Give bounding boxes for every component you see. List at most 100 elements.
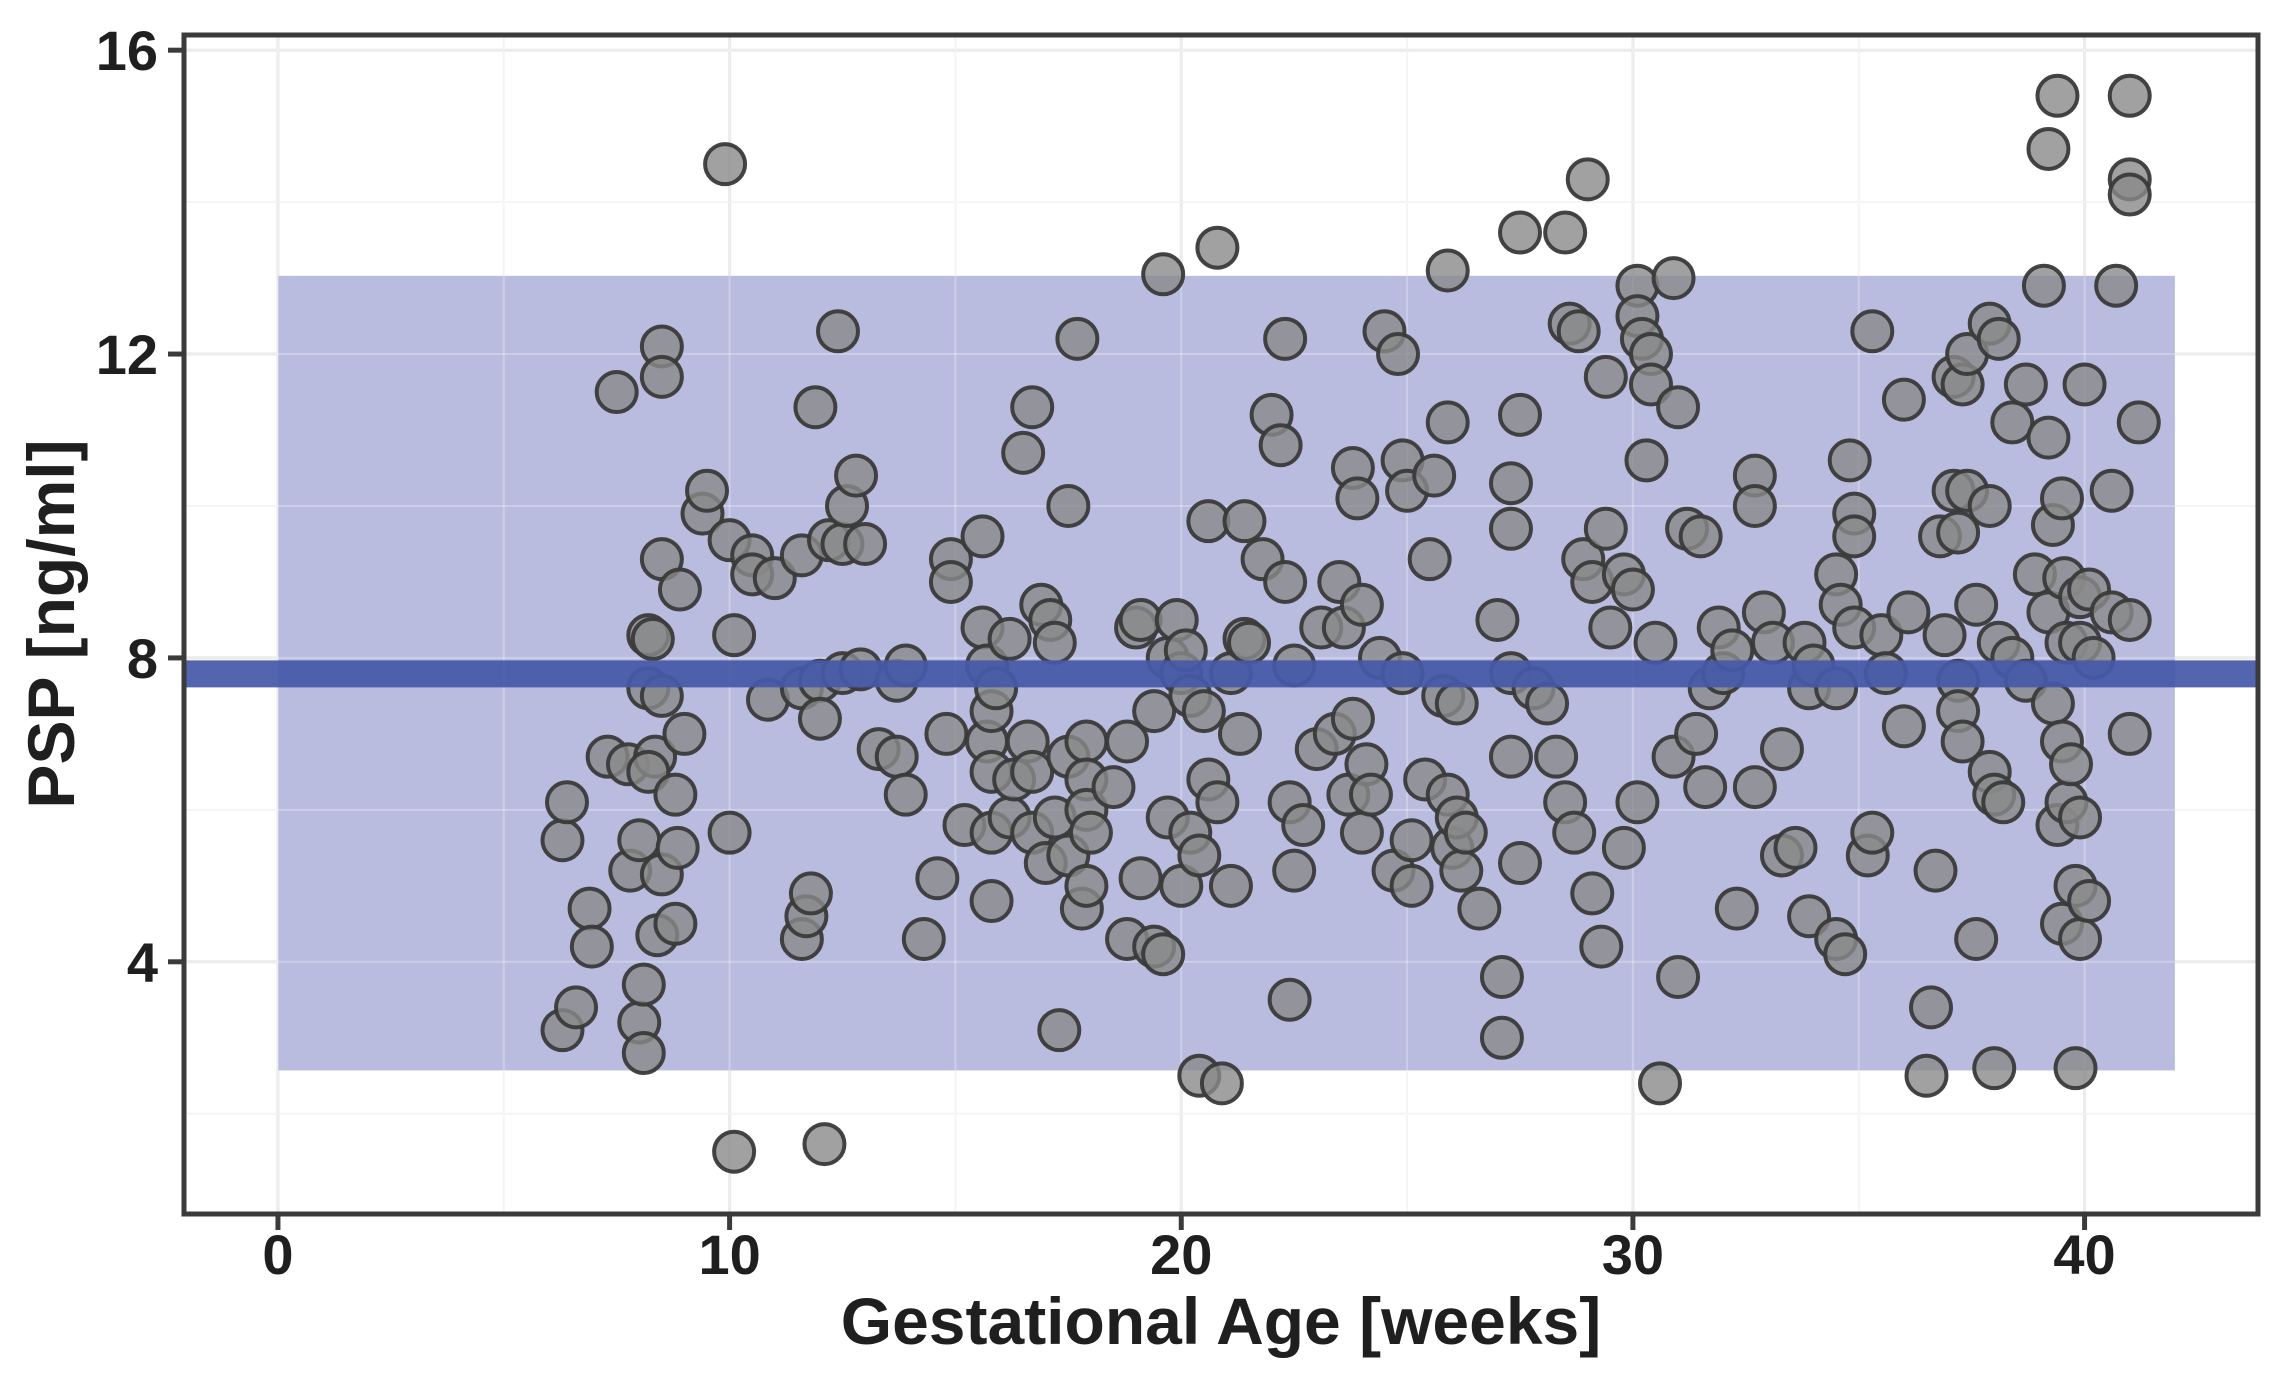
y-tick-label: 8 <box>127 627 158 690</box>
data-point <box>1759 727 1804 772</box>
data-point <box>653 772 698 817</box>
data-point <box>655 825 700 870</box>
data-point <box>2062 362 2107 407</box>
data-point <box>2058 795 2103 840</box>
data-point <box>1105 719 1150 764</box>
data-point <box>883 772 928 817</box>
x-tick-label: 10 <box>698 1223 760 1286</box>
data-point <box>569 924 614 969</box>
data-point <box>1773 825 1818 870</box>
data-point <box>1434 681 1479 726</box>
data-point <box>1443 810 1488 855</box>
axis-tick-labels: 0 10 20 30 40 4 8 12 16 <box>96 19 2116 1286</box>
data-point <box>1339 582 1384 627</box>
data-point <box>1497 392 1542 437</box>
data-point <box>1177 833 1222 878</box>
data-point <box>1886 590 1931 635</box>
data-point <box>1583 506 1628 551</box>
data-point <box>2021 263 2066 308</box>
data-point <box>1488 734 1533 779</box>
data-point <box>703 142 748 187</box>
data-point <box>1936 510 1981 555</box>
data-point <box>2026 126 2071 171</box>
data-point <box>1832 514 1877 559</box>
data-point <box>1186 499 1231 544</box>
data-point <box>1339 810 1384 855</box>
data-point <box>2049 742 2094 787</box>
data-point <box>1823 932 1868 977</box>
data-point <box>1064 719 1109 764</box>
data-point <box>1990 400 2035 445</box>
data-point <box>1976 316 2021 361</box>
data-point <box>815 309 860 354</box>
data-point <box>1909 985 1954 1030</box>
data-point <box>1330 696 1375 741</box>
x-tick-label: 40 <box>2053 1223 2115 1286</box>
data-point <box>915 856 960 901</box>
data-point <box>685 468 730 513</box>
data-point <box>874 734 919 779</box>
data-point <box>2039 476 2084 521</box>
data-point <box>1181 689 1226 734</box>
x-tick-label: 0 <box>262 1223 293 1286</box>
data-point <box>1263 559 1308 604</box>
data-point <box>1348 772 1393 817</box>
data-point <box>960 514 1005 559</box>
data-point <box>2053 1046 2098 1091</box>
data-point <box>1199 1061 1244 1106</box>
data-point <box>1479 954 1524 999</box>
data-point <box>1475 597 1520 642</box>
data-point <box>901 917 946 962</box>
y-tick-label: 16 <box>96 19 158 82</box>
data-point <box>1425 248 1470 293</box>
data-point <box>2107 597 2152 642</box>
data-point <box>1132 689 1177 734</box>
data-point <box>1046 483 1091 528</box>
data-point <box>2107 711 2152 756</box>
data-point <box>1272 848 1317 893</box>
data-point <box>2026 415 2071 460</box>
data-point <box>843 521 888 566</box>
data-point <box>1001 430 1046 475</box>
data-point <box>1195 780 1240 825</box>
data-point <box>1497 210 1542 255</box>
data-point <box>1981 780 2026 825</box>
data-point <box>1543 210 1588 255</box>
data-point <box>1118 856 1163 901</box>
data-point <box>1967 483 2012 528</box>
data-point <box>594 370 639 415</box>
data-point <box>1674 711 1719 756</box>
data-point <box>1850 810 1895 855</box>
data-point <box>1656 385 1701 430</box>
data-point <box>1570 871 1615 916</box>
data-point <box>1389 818 1434 863</box>
data-point <box>545 780 590 825</box>
data-point <box>797 696 842 741</box>
data-point <box>1579 924 1624 969</box>
data-point <box>657 567 702 612</box>
data-point <box>1068 810 1113 855</box>
data-point <box>1457 886 1502 931</box>
data-point <box>1055 316 1100 361</box>
data-point <box>1479 1015 1524 1060</box>
data-point <box>2094 263 2139 308</box>
data-point <box>1556 309 1601 354</box>
data-point <box>2116 400 2161 445</box>
data-point <box>1141 252 1186 297</box>
data-point <box>1913 848 1958 893</box>
data-point <box>2089 468 2134 513</box>
data-point <box>1583 354 1628 399</box>
data-point <box>1389 863 1434 908</box>
data-point <box>1601 825 1646 870</box>
data-point <box>2058 917 2103 962</box>
data-point <box>793 385 838 430</box>
data-point <box>788 871 833 916</box>
data-point <box>1534 734 1579 779</box>
data-point <box>712 613 757 658</box>
data-point <box>2067 879 2112 924</box>
x-tick-label: 30 <box>1602 1223 1664 1286</box>
y-tick-label: 12 <box>96 323 158 386</box>
data-point <box>2107 172 2152 217</box>
